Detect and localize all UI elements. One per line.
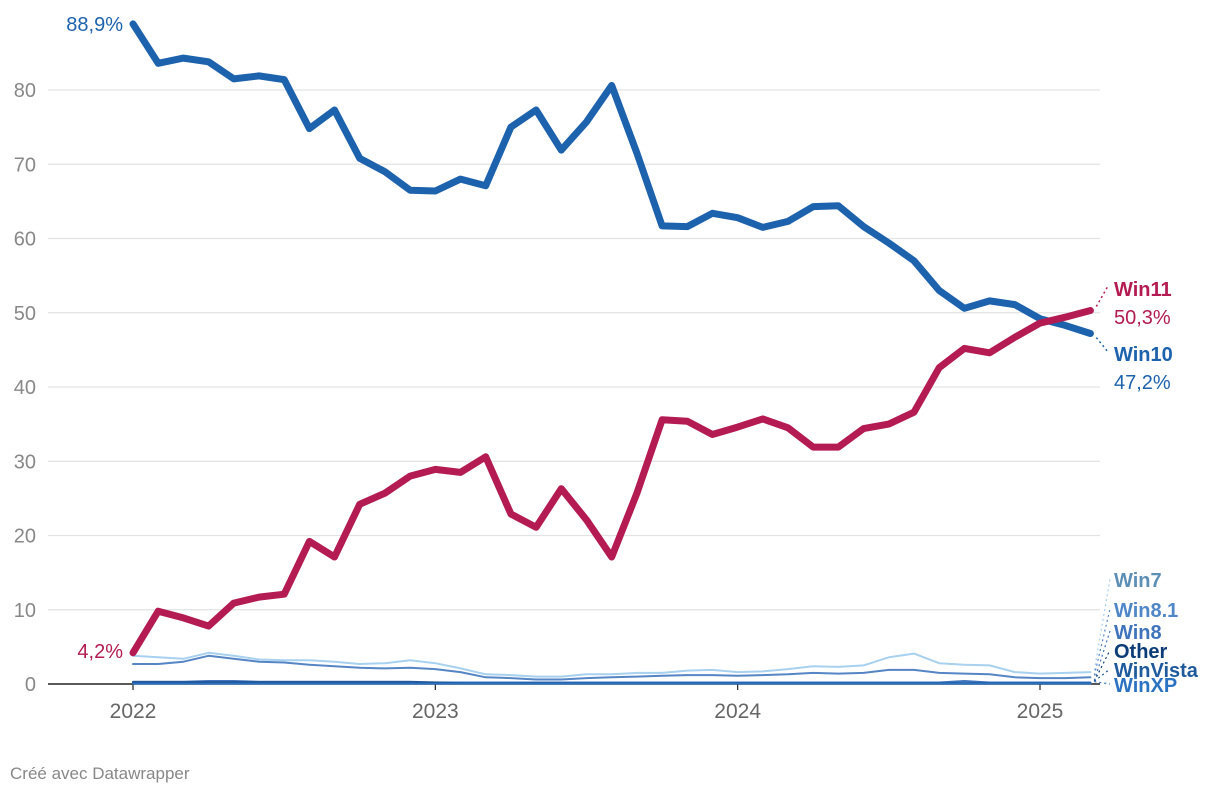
gridlines: [48, 89, 1100, 611]
win11-leader-line: [1095, 285, 1109, 307]
line-chart: 0 10 20 30 40 50 60 70 80 2022 2023 2024 2025 88,9%…: [14, 14, 1199, 723]
credit-text: Créé avec Datawrapper: [10, 764, 190, 783]
x-tick-label: 2025: [1017, 700, 1064, 723]
x-tick-label: 2022: [110, 700, 157, 723]
leader-win8-1: [1093, 608, 1111, 676]
series-lines: [129, 20, 1094, 685]
end-label-win8-1: Win8.1: [1114, 600, 1178, 622]
series-line-win11: [129, 307, 1094, 657]
win11-end-value: 50,3%: [1114, 307, 1171, 329]
win10-end-value: 47,2%: [1114, 372, 1171, 394]
y-tick-label: 20: [14, 526, 36, 548]
y-axis: 0 10 20 30 40 50 60 70 80: [14, 80, 36, 696]
x-axis: 2022 2023 2024 2025: [48, 683, 1100, 723]
leader-other: [1093, 649, 1111, 682]
win11-end-label: Win11: [1114, 279, 1172, 301]
series-line-win7: [132, 651, 1092, 678]
y-tick-label: 40: [14, 377, 36, 399]
y-tick-label: 30: [14, 451, 36, 473]
leader-winvista: [1093, 668, 1111, 682]
x-tick-label: 2023: [412, 700, 459, 723]
y-tick-label: 0: [25, 674, 36, 696]
win11-start-value: 4,2%: [77, 641, 123, 663]
series-line-win8-1: [132, 654, 1092, 681]
win10-end-label: Win10: [1114, 344, 1173, 366]
leader-win8: [1093, 630, 1111, 681]
x-tick-label: 2024: [714, 700, 761, 723]
end-label-win7: Win7: [1114, 570, 1162, 592]
series-line-win10: [129, 20, 1094, 337]
end-label-winvista: WinVista: [1114, 660, 1199, 682]
series-labels: 88,9%Win1047,2%4,2%Win1150,3%Win7Win8.1W…: [66, 14, 1199, 697]
leader-win7: [1093, 578, 1111, 671]
y-tick-label: 60: [14, 229, 36, 251]
end-label-win8: Win8: [1114, 622, 1162, 644]
y-tick-label: 80: [14, 80, 36, 102]
win10-leader-line: [1095, 337, 1109, 353]
y-tick-label: 50: [14, 303, 36, 325]
end-label-winxp: WinXP: [1114, 675, 1177, 697]
win10-start-value: 88,9%: [66, 14, 123, 36]
end-label-other: Other: [1114, 641, 1168, 663]
y-tick-label: 10: [14, 600, 36, 622]
y-tick-label: 70: [14, 154, 36, 176]
